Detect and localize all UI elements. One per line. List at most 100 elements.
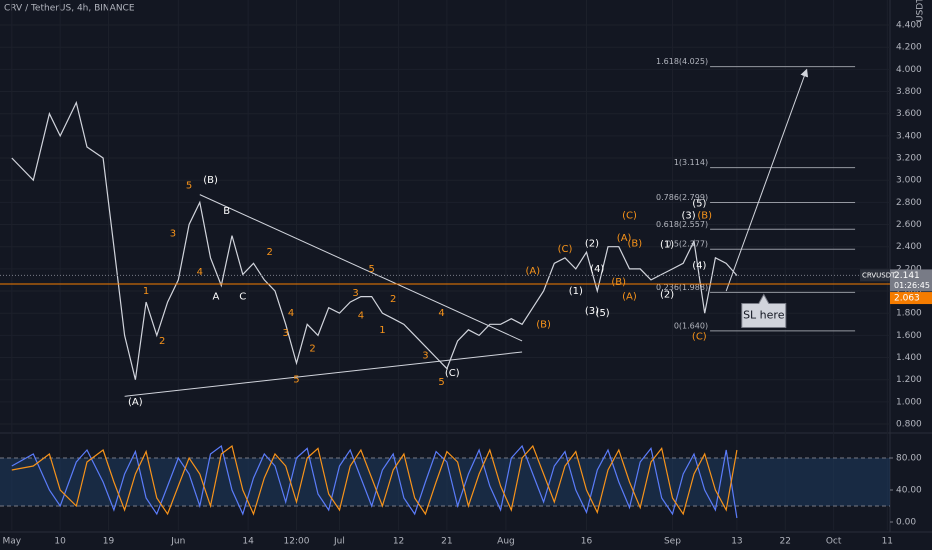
wave-label: (5)	[596, 308, 610, 319]
x-tick-label: May	[3, 537, 22, 547]
symbol-tag	[860, 269, 890, 282]
wave-label: (1)	[569, 286, 583, 297]
y-tick-label: 2.600	[896, 220, 922, 230]
fib-label: 0.786(2.799)	[656, 193, 708, 202]
wave-label: (2)	[585, 238, 599, 249]
x-tick-label: 22	[780, 537, 791, 547]
wave-label: (3)	[585, 306, 599, 317]
y-tick-label: 4.200	[896, 43, 922, 53]
fib-label: 0.236(1.988)	[656, 283, 708, 292]
band	[0, 458, 890, 506]
y-tick-label: 0.800	[896, 420, 922, 430]
x-tick-label: 16	[581, 537, 593, 547]
x-tick-label: Sep	[664, 537, 681, 547]
series-line	[11, 444, 738, 516]
wave-label: 3	[283, 328, 289, 339]
wave-label: (3)	[681, 211, 695, 222]
y-tick-label: 3.600	[896, 109, 922, 119]
symbol-label: CRVUSDT	[862, 271, 896, 279]
fib-label: 0.618(2.557)	[656, 220, 708, 229]
trendline	[725, 68, 809, 292]
wave-label: A	[212, 292, 219, 303]
fib-label: 1.618(4.025)	[656, 57, 708, 66]
price-tag-label: 2.141	[894, 271, 920, 281]
wave-label: (B)	[697, 211, 712, 222]
wave-label: B	[223, 206, 230, 217]
wave-label: 1	[379, 325, 385, 336]
price-countdown: 01:26:45	[894, 281, 930, 290]
x-tick-label: Oct	[826, 537, 842, 547]
wave-label: (A)	[617, 233, 632, 244]
y-tick-label: 40.00	[896, 486, 922, 496]
y-tick-label: 4.000	[896, 65, 922, 75]
y-tick-label: 3.200	[896, 154, 922, 164]
x-tick-label: Jul	[333, 537, 345, 547]
wave-label: 2	[266, 247, 272, 258]
wave-label: 4	[197, 267, 203, 278]
wave-label: (A)	[622, 292, 637, 303]
wave-label: 2	[159, 336, 165, 347]
y-tick-label: 80.00	[896, 454, 922, 464]
y-tick-label: 2.000	[896, 287, 922, 297]
wave-label: (5)	[692, 198, 706, 209]
y-tick-label: 1.600	[896, 331, 922, 341]
series-line	[11, 444, 738, 519]
trendline	[124, 351, 523, 397]
wave-label: (4)	[692, 261, 706, 272]
wave-label: (2)	[660, 289, 674, 300]
wave-label: (1)	[660, 239, 674, 250]
fib-label: 0.5(2.377)	[666, 240, 708, 249]
y-tick-label: 1.800	[896, 309, 922, 319]
x-tick-label: 12:00	[284, 537, 310, 547]
wave-label: (A)	[128, 397, 143, 408]
fib-label: 1(3.114)	[674, 158, 708, 167]
fib-label: 0(1.640)	[674, 321, 708, 330]
wave-label: 3	[170, 228, 176, 239]
wave-label: 2	[309, 344, 315, 355]
wave-label: (4)	[590, 264, 604, 275]
x-tick-label: 10	[54, 537, 66, 547]
wave-label: 4	[358, 310, 364, 321]
x-tick-label: 21	[441, 537, 452, 547]
wave-label: 5	[293, 375, 299, 386]
y-tick-label: 3.800	[896, 87, 922, 97]
callout-box	[741, 293, 787, 329]
series-line	[11, 100, 738, 380]
x-tick-label: 11	[882, 537, 893, 547]
wave-label: (C)	[445, 368, 460, 379]
wave-label: 2	[390, 294, 396, 305]
x-tick-label: 19	[103, 537, 115, 547]
wave-label: (B)	[203, 175, 218, 186]
x-tick-label: 14	[242, 537, 254, 547]
wave-label: (C)	[622, 211, 637, 222]
x-tick-label: Jun	[170, 537, 185, 547]
wave-label: (A)	[525, 266, 540, 277]
price-tag	[890, 292, 932, 305]
price-tag-label: 2.063	[894, 294, 920, 304]
y-tick-label: 1.400	[896, 353, 922, 363]
x-tick-label: Aug	[497, 537, 515, 547]
wave-label: (B)	[611, 277, 626, 288]
wave-label: (B)	[536, 319, 551, 330]
wave-label: 3	[422, 350, 428, 361]
y-tick-label: 4.400	[896, 21, 922, 31]
y-unit: USDT	[916, 0, 926, 22]
trendline	[199, 194, 523, 342]
wave-label: 5	[186, 181, 192, 192]
wave-label: 4	[288, 308, 294, 319]
wave-label: (C)	[558, 244, 573, 255]
y-tick-label: 2.800	[896, 198, 922, 208]
wave-label: (B)	[628, 238, 643, 249]
y-tick-label: 0.00	[896, 518, 916, 528]
wave-label: C	[239, 292, 246, 303]
price-tag	[890, 269, 932, 292]
y-tick-label: 1.000	[896, 397, 922, 407]
y-tick-label: 3.400	[896, 131, 922, 141]
wave-label: 3	[352, 288, 358, 299]
x-tick-label: 13	[731, 537, 742, 547]
wave-label: 4	[438, 308, 444, 319]
x-tick-label: 12	[393, 537, 404, 547]
y-tick-label: 3.000	[896, 176, 922, 186]
wave-label: (C)	[692, 331, 707, 342]
